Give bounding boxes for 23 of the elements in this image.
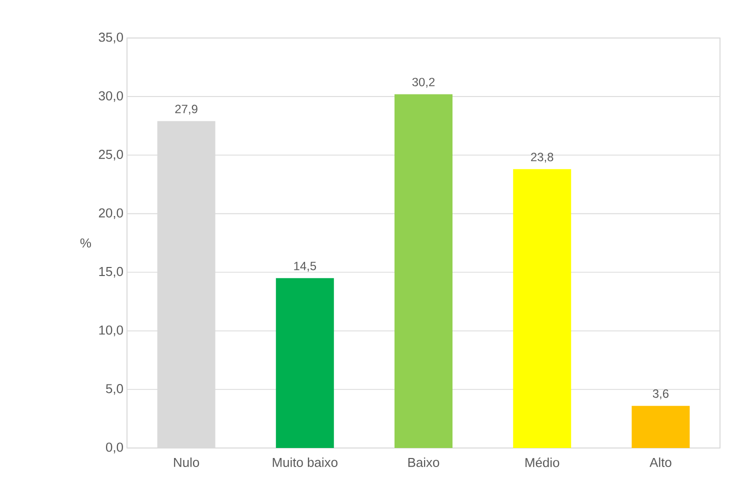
y-tick-label: 30,0 xyxy=(98,91,123,102)
bar xyxy=(632,406,690,448)
y-tick-label: 0,0 xyxy=(106,442,123,454)
x-tick-label: Muito baixo xyxy=(272,458,338,468)
data-label: 3,6 xyxy=(652,389,668,400)
y-tick-label: 15,0 xyxy=(99,266,123,278)
data-label: 27,9 xyxy=(175,104,198,115)
x-tick-label: Médio xyxy=(526,458,560,468)
y-tick-label: 35,0 xyxy=(98,32,123,44)
y-tick-label: 5,0 xyxy=(106,384,123,395)
bar xyxy=(394,94,453,448)
data-label: 30,2 xyxy=(412,78,435,88)
bar xyxy=(276,278,334,448)
y-axis-title: % xyxy=(80,238,91,248)
y-tick-label: 20,0 xyxy=(98,208,123,220)
data-label: 14,5 xyxy=(294,262,316,272)
data-label: 23,8 xyxy=(531,152,554,163)
y-tick-label: 10,0 xyxy=(99,325,123,336)
bar xyxy=(513,169,572,448)
x-tick-label: Baixo xyxy=(408,458,440,468)
x-tick-label: Alto xyxy=(650,458,672,468)
x-tick-label: Nulo xyxy=(174,458,200,468)
y-tick-label: 25,0 xyxy=(98,150,123,160)
